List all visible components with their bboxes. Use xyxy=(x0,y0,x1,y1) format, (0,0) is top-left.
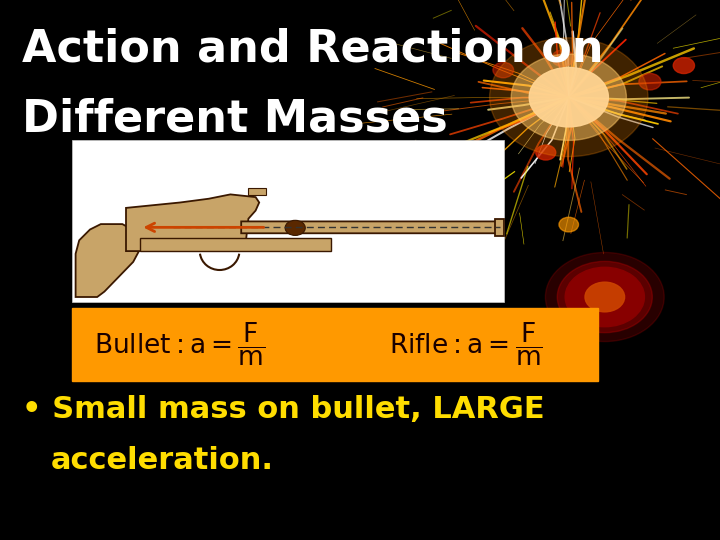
Circle shape xyxy=(493,62,513,78)
Circle shape xyxy=(559,217,578,232)
Text: acceleration.: acceleration. xyxy=(50,446,274,475)
Text: Different Masses: Different Masses xyxy=(22,97,447,140)
Circle shape xyxy=(565,267,644,327)
Circle shape xyxy=(639,73,661,90)
FancyBboxPatch shape xyxy=(72,308,598,381)
Circle shape xyxy=(546,252,664,342)
Polygon shape xyxy=(126,194,259,251)
FancyBboxPatch shape xyxy=(248,188,266,195)
Circle shape xyxy=(552,50,574,66)
Polygon shape xyxy=(241,221,500,233)
Polygon shape xyxy=(140,238,331,251)
Circle shape xyxy=(557,261,652,333)
Text: Action and Reaction on: Action and Reaction on xyxy=(22,27,603,70)
Circle shape xyxy=(673,58,695,73)
Circle shape xyxy=(490,38,648,157)
Polygon shape xyxy=(76,224,140,297)
Circle shape xyxy=(529,68,608,127)
FancyBboxPatch shape xyxy=(72,140,504,302)
Text: $\mathrm{Bullet:a=\dfrac{F}{m}}$: $\mathrm{Bullet:a=\dfrac{F}{m}}$ xyxy=(94,321,265,368)
Circle shape xyxy=(585,282,624,312)
Circle shape xyxy=(472,200,487,211)
Text: $\mathrm{Rifle:a=\dfrac{F}{m}}$: $\mathrm{Rifle:a=\dfrac{F}{m}}$ xyxy=(389,321,543,368)
Circle shape xyxy=(285,220,305,235)
Circle shape xyxy=(511,54,626,140)
Circle shape xyxy=(481,226,491,234)
Text: • Small mass on bullet, LARGE: • Small mass on bullet, LARGE xyxy=(22,395,544,424)
Circle shape xyxy=(463,228,482,243)
Polygon shape xyxy=(495,219,504,236)
Circle shape xyxy=(476,206,485,212)
Circle shape xyxy=(536,145,556,160)
